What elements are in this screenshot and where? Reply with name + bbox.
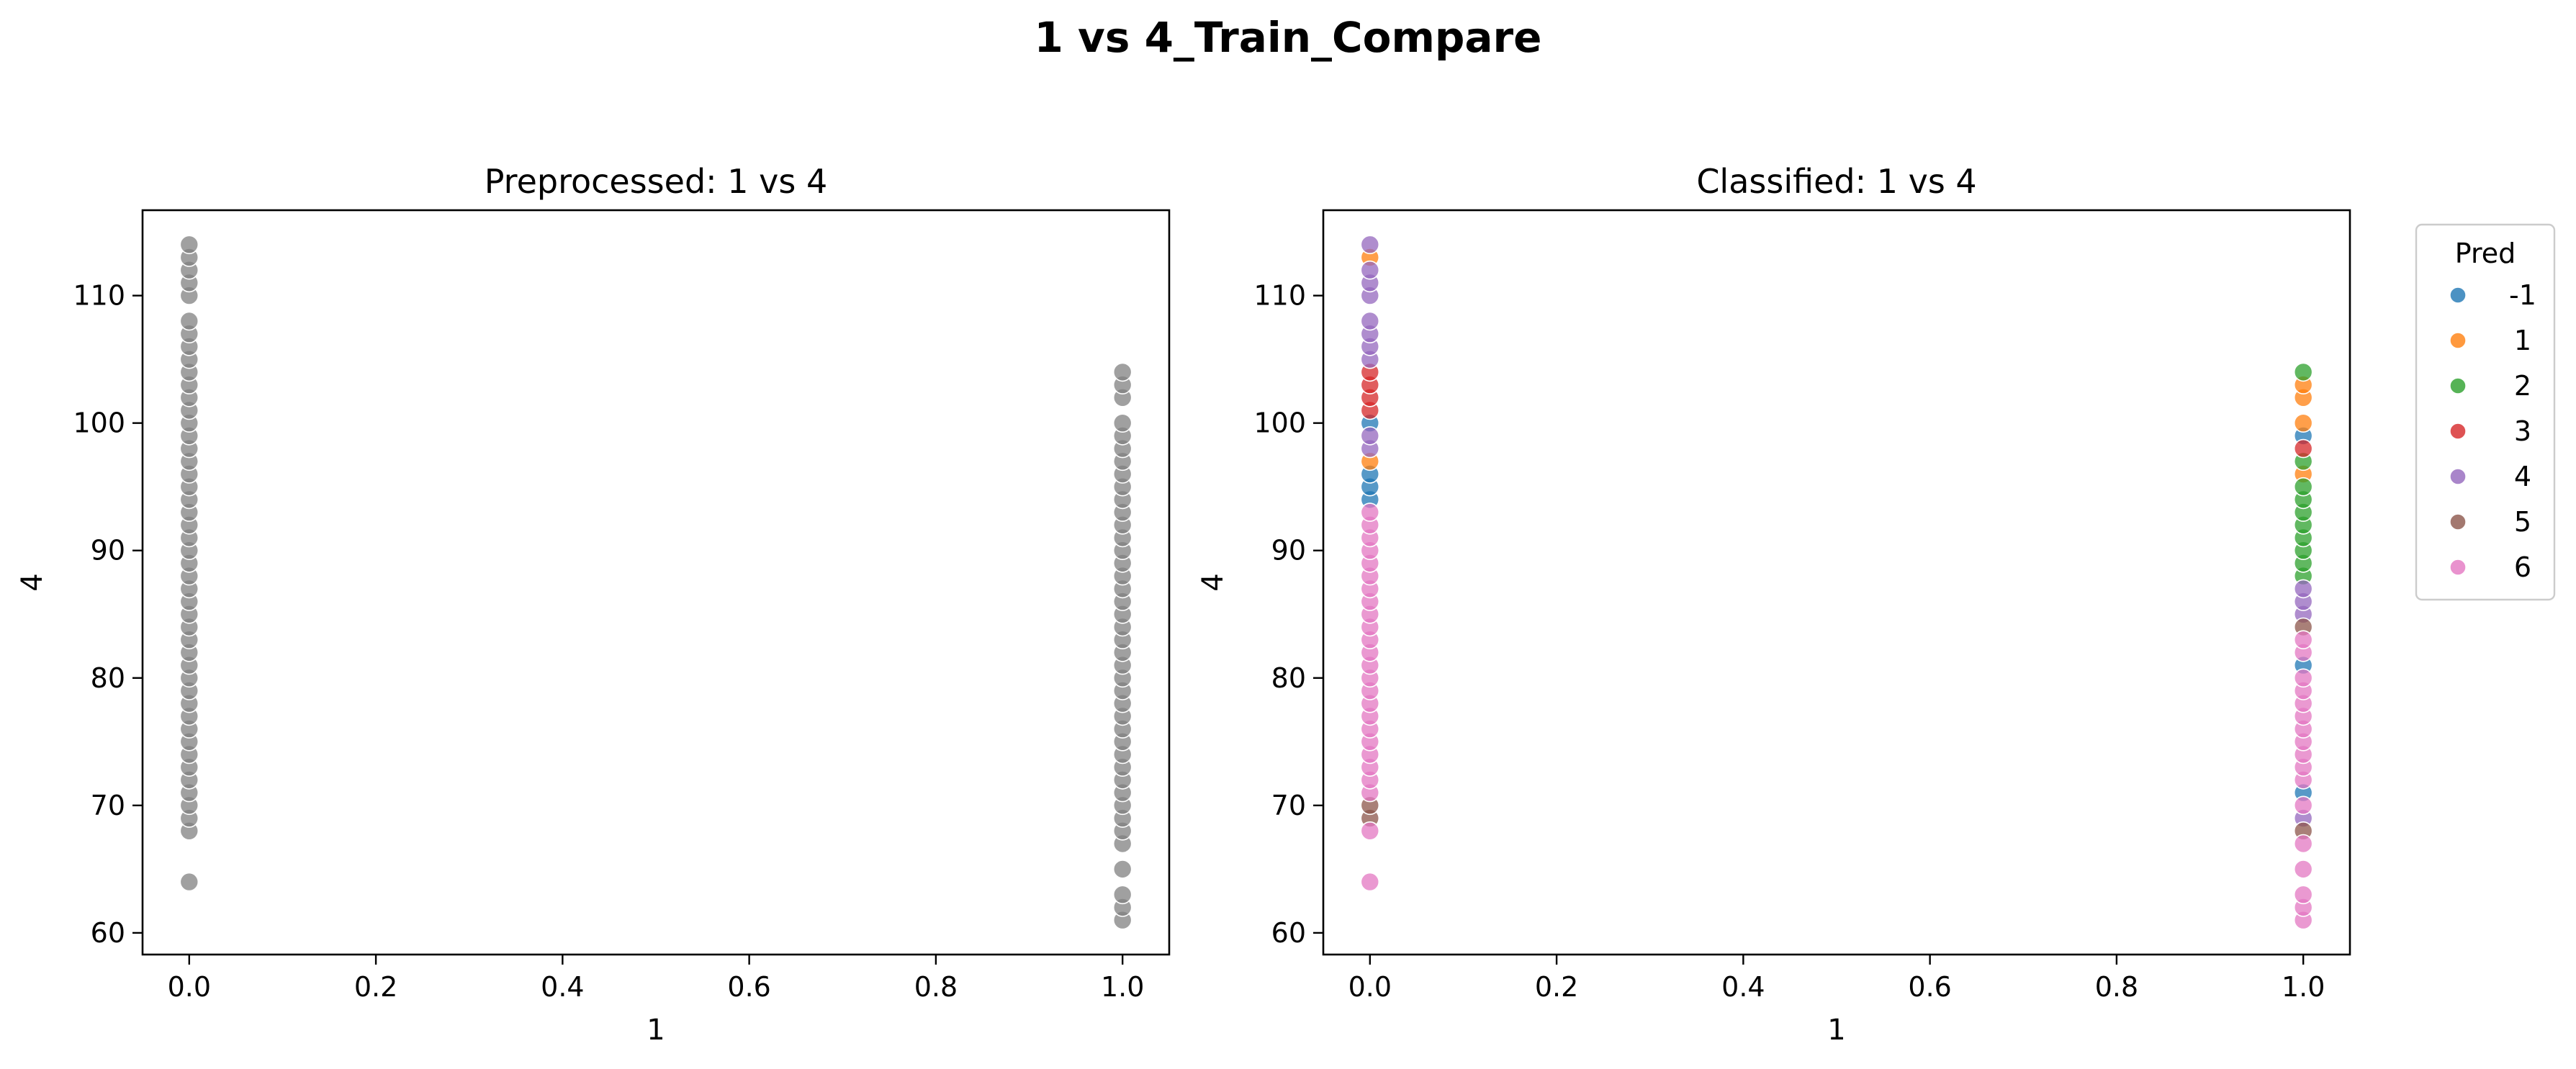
legend-marker [2449,559,2467,576]
legend-title: Pred [2455,238,2516,269]
x-tick-label: 0.4 [541,971,584,1003]
data-point [1360,821,1380,841]
data-point [2293,860,2313,879]
y-tick-label: 80 [1271,662,1306,694]
legend-label: 3 [2514,415,2531,447]
legend-label: 6 [2514,551,2531,583]
data-point [1360,260,1380,280]
x-tick-label: 0.8 [2095,971,2138,1003]
data-point [2293,834,2313,854]
x-tick-label: 0.6 [727,971,770,1003]
legend-label: 2 [2514,370,2531,402]
data-point [179,235,199,255]
y-tick-label: 70 [91,790,125,821]
legend-label: -1 [2509,279,2536,311]
data-point [2293,795,2313,816]
data-point [1360,502,1380,522]
x-tick-label: 0.0 [168,971,211,1003]
legend-marker [2449,377,2467,394]
data-point [2293,885,2313,905]
y-tick-label: 110 [1253,280,1306,312]
x-tick-label: 1.0 [2282,971,2325,1003]
figure-suptitle: 1 vs 4_Train_Compare [1034,13,1542,62]
legend-marker [2449,468,2467,485]
y-axis-label: 4 [16,573,49,591]
y-tick-label: 80 [91,662,125,694]
data-point [2293,579,2313,599]
panel-title: Classified: 1 vs 4 [1696,162,1976,201]
data-point [1112,413,1132,433]
legend-marker [2449,513,2467,531]
data-point [179,311,199,331]
data-point [2293,362,2313,382]
y-tick-label: 60 [91,917,125,949]
pred-legend: Pred -1 1 2 3 4 5 6 [2415,223,2556,601]
y-tick-label: 90 [91,535,125,567]
legend-marker [2449,332,2467,349]
legend-label: 1 [2514,325,2531,356]
data-point [2293,413,2313,433]
panel-title: Preprocessed: 1 vs 4 [485,162,828,201]
data-point [1360,872,1380,892]
data-point [1112,885,1132,905]
legend-marker [2449,287,2467,304]
data-point [179,872,199,892]
x-tick-label: 0.4 [1721,971,1765,1003]
data-point [1360,426,1380,446]
data-point [1360,311,1380,331]
x-tick-label: 0.8 [914,971,958,1003]
x-tick-label: 0.6 [1908,971,1951,1003]
y-tick-label: 60 [1271,917,1306,949]
y-tick-label: 100 [73,407,125,439]
axes-frame [1322,209,2351,956]
y-tick-label: 70 [1271,790,1306,821]
data-point [1360,235,1380,255]
y-tick-label: 90 [1271,535,1306,567]
legend-marker [2449,423,2467,440]
y-tick-label: 100 [1253,407,1306,439]
classified-scatter-panel: Classified: 1 vs 4 0.0 0.2 0.4 0.6 0.8 1.0 60 70… [1197,162,2351,1047]
legend-label: 5 [2514,506,2531,538]
preprocessed-scatter-panel: Preprocessed: 1 vs 4 0.0 0.2 0.4 0.6 0.8 1.0 60… [16,162,1171,1047]
x-tick-label: 0.0 [1348,971,1392,1003]
data-point [2293,630,2313,650]
x-tick-label: 0.2 [354,971,397,1003]
legend-box [2415,223,2556,601]
data-point [2293,438,2313,459]
axes-frame [141,209,1171,956]
y-axis-label: 4 [1197,573,1230,591]
data-point [2293,477,2313,497]
data-point [1112,860,1132,879]
data-point [2293,668,2313,688]
x-tick-label: 1.0 [1101,971,1144,1003]
x-tick-label: 0.2 [1535,971,1578,1003]
data-point [1112,362,1132,382]
x-axis-label: 1 [647,1014,665,1047]
x-axis-label: 1 [1827,1014,1845,1047]
legend-label: 4 [2514,461,2531,492]
y-tick-label: 110 [73,280,125,312]
